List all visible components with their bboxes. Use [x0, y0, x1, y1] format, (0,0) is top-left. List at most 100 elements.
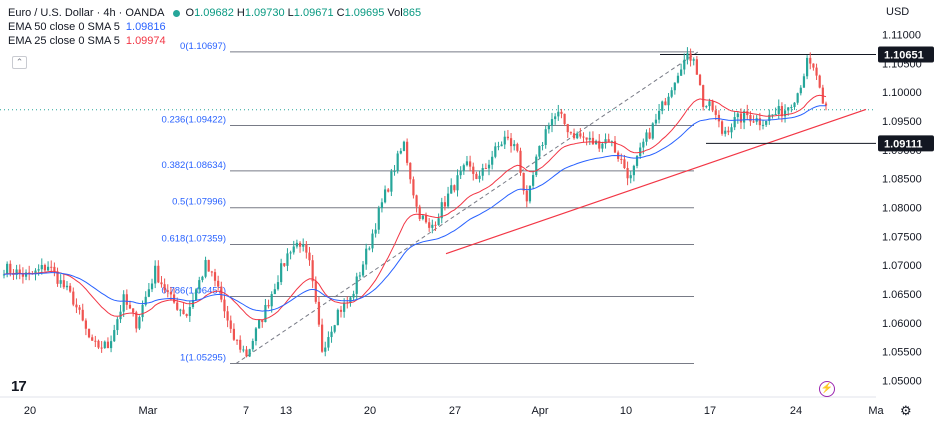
ema-lines — [3, 94, 827, 321]
candle-body — [453, 185, 456, 191]
candle-body — [169, 291, 173, 295]
candle-body — [528, 185, 532, 202]
candle-body — [664, 101, 667, 106]
candle-body — [374, 229, 377, 234]
candle-body — [343, 302, 346, 312]
candle-body — [440, 202, 443, 219]
candle-body — [330, 331, 333, 338]
symbol-title[interactable]: Euro / U.S. Dollar · 4h · OANDA — [8, 7, 165, 19]
candle-body — [132, 308, 135, 313]
candle-body — [226, 311, 229, 321]
candle-body — [43, 265, 47, 271]
candle-body — [516, 144, 519, 151]
candle-body — [680, 69, 683, 76]
candle-body — [450, 185, 453, 194]
candle-body — [456, 175, 459, 191]
x-tick-label: 20 — [364, 405, 376, 417]
candle-body — [393, 171, 396, 173]
candle-body — [494, 146, 497, 157]
candle-body — [774, 113, 777, 115]
candle-body — [365, 248, 368, 265]
candle-body — [802, 76, 806, 88]
ema25-legend[interactable]: EMA 25 close 0 SMA 5 1.09974 — [8, 35, 166, 47]
candle-body — [437, 218, 440, 225]
candle-body — [519, 150, 522, 173]
candle-body — [207, 260, 210, 272]
candle-body — [563, 113, 566, 125]
candle-body — [320, 324, 324, 352]
candle-body — [569, 132, 572, 134]
candle-body — [383, 189, 387, 203]
candle-body — [780, 106, 784, 117]
candle-body — [336, 309, 339, 326]
candle-body — [406, 141, 409, 163]
candle-body — [509, 138, 513, 147]
x-tick-label: 7 — [243, 405, 249, 417]
support-trendline — [445, 108, 867, 255]
candle-body — [154, 265, 157, 284]
y-tick-label: 1.05500 — [882, 347, 922, 359]
candle-body — [487, 164, 491, 169]
candle-body — [698, 74, 702, 86]
currency-selector[interactable]: USD — [886, 6, 910, 18]
candle-body — [232, 328, 236, 340]
candle-body — [459, 171, 462, 176]
candle-body — [308, 252, 311, 261]
candle-body — [305, 244, 308, 253]
candle-body — [87, 328, 91, 338]
candle-body — [714, 110, 717, 115]
candle-body — [37, 269, 40, 271]
candle-body — [607, 139, 610, 143]
y-tick-label: 1.05000 — [882, 376, 922, 388]
candle-body — [399, 150, 402, 154]
candle-body — [377, 208, 380, 230]
candle-body — [724, 130, 727, 134]
candle-body — [629, 175, 632, 179]
candle-body — [254, 328, 258, 341]
candle-body — [138, 317, 141, 329]
candle-body — [746, 111, 749, 116]
x-tick-label: 24 — [790, 405, 802, 417]
candle-body — [657, 110, 661, 120]
candle-body — [538, 145, 541, 157]
axes: 1.05000 1.05500 1.06000 1.06500 1.07000 1.075… — [0, 29, 934, 417]
candle-body — [635, 156, 639, 166]
candle-body — [787, 107, 790, 111]
candle-body — [695, 59, 698, 75]
candle-body — [65, 285, 69, 288]
ema50-legend[interactable]: EMA 50 close 0 SMA 5 1.09816 — [8, 21, 166, 33]
candle-body — [113, 330, 116, 342]
candle-body — [585, 137, 588, 140]
high-value: 1.09730 — [244, 7, 285, 19]
lightning-icon[interactable]: ⚡ — [819, 381, 835, 397]
candle-body — [339, 309, 343, 312]
collapse-legend-button[interactable]: ⌃ — [12, 56, 27, 69]
candle-body — [100, 347, 103, 349]
candle-body — [311, 260, 314, 282]
candle-body — [103, 341, 106, 349]
candle-body — [239, 339, 242, 350]
candle-body — [639, 147, 642, 157]
candle-body — [302, 244, 305, 247]
candle-body — [412, 179, 415, 196]
candle-body — [667, 96, 670, 106]
candle-body — [579, 133, 582, 137]
candle-body — [472, 166, 475, 174]
x-tick-label: Apr — [531, 405, 548, 417]
candle-body — [380, 202, 384, 209]
candle-body — [535, 156, 538, 176]
candle-body — [229, 320, 232, 329]
volume-value: 865 — [402, 7, 422, 19]
tradingview-logo-icon: 17 — [11, 378, 27, 395]
candle-body — [768, 114, 771, 121]
candle-body — [358, 275, 361, 277]
candle-body — [532, 175, 535, 186]
candle-body — [160, 282, 163, 285]
fib-label-0: 0(1.10697) — [180, 41, 226, 52]
candle-body — [689, 53, 692, 61]
candle-body — [620, 158, 623, 160]
gear-icon[interactable]: ⚙ — [900, 403, 912, 418]
candle-body — [598, 140, 601, 149]
